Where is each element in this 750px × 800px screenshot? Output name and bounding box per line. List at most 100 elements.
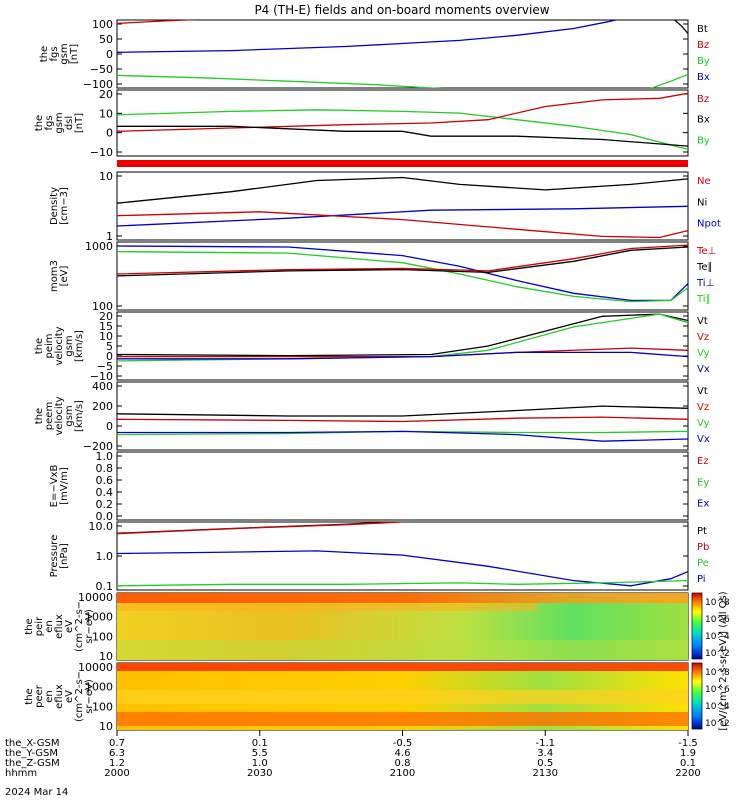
- y-tick-label: 0: [106, 48, 113, 61]
- legend-Te⊥: Te⊥: [696, 246, 716, 257]
- colorbar-tick-label: 10^4: [705, 702, 730, 712]
- y-axis-label: en: [44, 690, 55, 703]
- legend-Ne: Ne: [697, 176, 711, 187]
- legend-Bz: Bz: [697, 40, 709, 51]
- series-Vt: [117, 313, 688, 357]
- y-tick-label: 1: [106, 230, 113, 243]
- y-tick-label: 5: [106, 340, 113, 353]
- series-Vx: [117, 430, 688, 442]
- legend-Te∥: Te∥: [696, 262, 713, 273]
- legend-Vt: Vt: [697, 386, 708, 397]
- y-tick-label: 0: [106, 420, 113, 433]
- time-row-label: the_Y-GSM: [5, 748, 58, 759]
- legend-Bt: Bt: [697, 24, 708, 35]
- series-Bx: [117, 125, 688, 147]
- y-axis-label: the: [24, 618, 35, 634]
- y-tick-label: 0.1: [96, 580, 114, 593]
- series-Te∥: [117, 246, 688, 277]
- legend-Pt: Pt: [697, 526, 707, 537]
- panel-fgs_gsm: 20 10 0 −10 the fgs gsm dsl [nT] Bz Bx By: [34, 88, 710, 159]
- series-Bz: [117, 20, 201, 25]
- y-axis-label: the: [34, 408, 45, 424]
- series-Pe: [117, 579, 688, 587]
- y-axis-label: eV: [64, 690, 75, 703]
- colorbar-tick-label: 10^8: [705, 598, 730, 608]
- legend-Pe: Pe: [697, 558, 709, 569]
- y-axis-label: eV: [64, 620, 75, 633]
- y-tick-label: 0.6: [96, 474, 114, 487]
- y-axis-label: peir: [34, 616, 45, 636]
- series-Npot: [117, 205, 688, 227]
- y-axis-label: fgs: [49, 46, 60, 61]
- legend-Ex: Ex: [697, 499, 709, 510]
- y-tick-label: −10: [90, 146, 113, 159]
- series-Pi: [117, 550, 688, 587]
- panel-frame: [116, 171, 689, 241]
- y-tick-label: 0.8: [96, 462, 114, 475]
- time-row-value: 0.8: [395, 758, 411, 769]
- y-axis-label: E=−VxB: [49, 465, 60, 508]
- time-row-label: hhmm: [5, 768, 37, 779]
- panel-density: 10 1 Density [cm−3] Ne Ni Npot: [49, 170, 721, 243]
- time-row-value: 4.6: [395, 748, 411, 759]
- time-row-value: 1.0: [252, 758, 268, 769]
- panel-frame: [116, 241, 689, 311]
- y-tick-label: 50: [99, 33, 113, 46]
- y-tick-label: 0.2: [96, 498, 114, 511]
- legend-Vz: Vz: [697, 332, 709, 343]
- y-axis-label: the: [34, 338, 45, 354]
- y-axis-label: the: [34, 115, 45, 131]
- colorbar-tick-label: 10^6: [705, 615, 730, 625]
- y-axis-label: peem: [44, 402, 55, 430]
- y-tick-label: 10.0: [89, 520, 114, 533]
- colorbar-ticks: 10^8 10^6 10^4 10^2 10^8 10^6 10^4 10^2: [705, 598, 730, 729]
- colorbar-upper: [691, 592, 703, 660]
- colorbar-tick-label: 10^8: [705, 668, 730, 678]
- legend-Vy: Vy: [697, 418, 710, 429]
- legend-By: By: [697, 135, 710, 146]
- y-tick-label: 400: [92, 380, 113, 393]
- y-axis-label: [km/s]: [74, 330, 85, 362]
- legend-Ez: Ez: [697, 456, 709, 467]
- series-Bz: [117, 92, 688, 132]
- y-axis-label: Density: [49, 187, 60, 225]
- panel-peem_velocity: 400 200 0 −200 the peem velocity gsm [km/s] Vt Vz V…: [34, 380, 710, 453]
- series-Pb: [117, 522, 403, 535]
- legend-Vx: Vx: [697, 364, 710, 375]
- y-axis-label: the: [39, 46, 50, 62]
- y-tick-label: −10: [90, 370, 113, 383]
- y-axis-label: velocity: [54, 396, 65, 435]
- y-tick-label: 1.0: [96, 550, 114, 563]
- time-row-value: 2100: [390, 768, 415, 779]
- legend-Pb: Pb: [697, 542, 709, 553]
- peer-heatmap: [117, 663, 688, 730]
- time-row-label: the_X-GSM: [5, 738, 59, 749]
- time-axis: the_X-GSM 0.7 0.1 -0.5 -1.1 -1.5 the_Y-GSM 6.3 5…: [5, 730, 701, 779]
- colorbar-tick-label: 10^2: [705, 649, 730, 659]
- colorbar-lower: [691, 662, 703, 730]
- y-tick-label: 100: [92, 700, 113, 713]
- time-row-value: 1.2: [109, 758, 125, 769]
- legend-Ti∥: Ti∥: [696, 294, 711, 305]
- time-row-value: 3.4: [537, 748, 553, 759]
- panel-frame: [116, 521, 689, 591]
- y-axis-label: [mV/m]: [59, 467, 70, 505]
- colorbar-tick-label: 10^4: [705, 632, 730, 642]
- legend-Bz: Bz: [697, 94, 709, 105]
- colorbar-label: [eV/(cm^2-s-sr-eV)] (All Qs): [718, 591, 729, 730]
- series-Bt: [673, 20, 688, 35]
- panel-frame: [116, 451, 689, 521]
- time-row-value: -1.5: [678, 738, 698, 749]
- y-tick-label: 0: [106, 350, 113, 363]
- y-axis-label: sr−eV): [84, 679, 95, 714]
- y-tick-label: 10000: [78, 661, 113, 674]
- y-axis-label: velocity: [54, 326, 65, 365]
- time-row-value: 5.5: [252, 748, 268, 759]
- y-axis-label: eflux: [54, 684, 65, 709]
- series-Vy: [117, 313, 688, 362]
- y-axis-label: sr−eV): [84, 609, 95, 644]
- y-axis-label: peim: [44, 333, 55, 358]
- series-By: [117, 73, 688, 88]
